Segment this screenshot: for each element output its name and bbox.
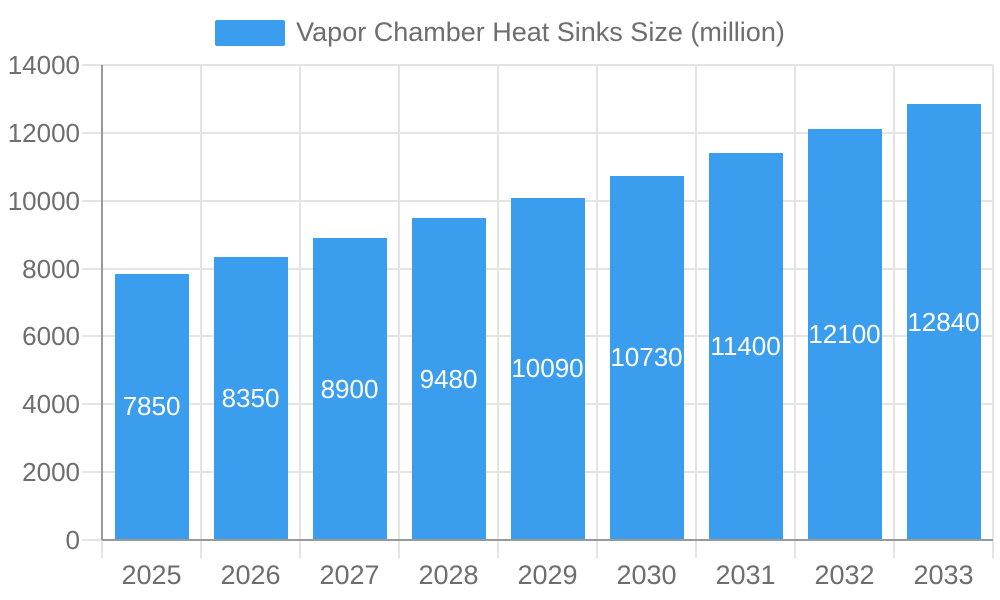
bar-value-label: 11400 [710, 331, 781, 362]
x-axis-tick [398, 540, 400, 558]
x-axis-tick [596, 540, 598, 558]
bar-2026[interactable]: 8350 [213, 256, 288, 540]
y-axis-label: 0 [65, 525, 80, 555]
gridline-vertical [299, 65, 301, 540]
x-axis-tick [695, 540, 697, 558]
y-axis-label: 8000 [22, 253, 80, 284]
x-axis-tick [101, 540, 103, 558]
x-axis-tick [992, 540, 994, 558]
x-axis-tick [893, 540, 895, 558]
plot-area: 0 2000 4000 6000 8000 10000 12000 14000 7850 2025… [8, 52, 994, 589]
x-axis-tick [200, 540, 202, 558]
x-axis-label: 2031 [715, 560, 776, 590]
bar-2032[interactable]: 12100 [807, 129, 882, 540]
x-axis-label: 2026 [220, 560, 281, 590]
bar-2025[interactable]: 7850 [114, 273, 189, 540]
y-axis-label: 12000 [7, 117, 80, 148]
y-axis-tick [82, 335, 102, 338]
x-axis-label: 2028 [418, 560, 479, 590]
x-axis-label: 2032 [814, 560, 875, 590]
x-axis-tick [794, 540, 796, 558]
gridline-vertical [695, 65, 697, 540]
y-axis-tick [82, 539, 102, 541]
y-axis-label: 6000 [22, 321, 80, 352]
x-axis-label: 2029 [517, 560, 578, 590]
bar-2028[interactable]: 9480 [411, 218, 486, 540]
y-axis-tick [82, 131, 102, 134]
gridline-horizontal [102, 64, 993, 66]
y-axis-tick [82, 64, 102, 66]
bar-value-label: 12840 [907, 306, 980, 337]
y-axis-label: 14000 [7, 50, 80, 80]
x-axis-label: 2025 [121, 560, 182, 590]
gridline-horizontal [102, 131, 993, 134]
x-axis-tick [497, 540, 499, 558]
y-axis-tick [82, 267, 102, 270]
bar-value-label: 9480 [419, 363, 478, 394]
bar-value-label: 8350 [221, 382, 280, 413]
x-axis-label: 2027 [319, 560, 380, 590]
y-axis-line [101, 65, 103, 540]
x-axis-label: 2030 [616, 560, 677, 590]
bar-value-label: 10090 [511, 353, 584, 384]
y-axis-tick [82, 199, 102, 202]
y-axis-tick [82, 403, 102, 406]
bar-value-label: 10730 [610, 342, 683, 373]
x-axis-tick [299, 540, 301, 558]
gridline-vertical [200, 65, 202, 540]
gridline-vertical [893, 65, 895, 540]
bar-2030[interactable]: 10730 [609, 175, 684, 540]
gridline-vertical [398, 65, 400, 540]
gridline-vertical [992, 65, 994, 540]
bar-value-label: 7850 [122, 391, 181, 422]
legend-item[interactable]: Vapor Chamber Heat Sinks Size (million) [0, 17, 1000, 48]
bar-2031[interactable]: 11400 [708, 153, 783, 540]
gridline-vertical [596, 65, 598, 540]
x-axis-label: 2033 [913, 560, 974, 590]
y-axis-label: 4000 [22, 389, 80, 420]
legend-label: Vapor Chamber Heat Sinks Size (million) [296, 17, 785, 47]
gridline-vertical [497, 65, 499, 540]
y-axis-label: 2000 [22, 457, 80, 488]
bar-2027[interactable]: 8900 [312, 238, 387, 540]
bar-value-label: 8900 [320, 373, 379, 404]
bar-2029[interactable]: 10090 [510, 197, 585, 540]
y-axis-label: 10000 [7, 185, 80, 216]
y-axis-tick [82, 471, 102, 474]
x-axis-line [102, 539, 993, 541]
gridline-vertical [794, 65, 796, 540]
bar-value-label: 12100 [808, 319, 881, 350]
legend-swatch-icon [215, 19, 286, 46]
bar-2033[interactable]: 12840 [906, 104, 981, 540]
